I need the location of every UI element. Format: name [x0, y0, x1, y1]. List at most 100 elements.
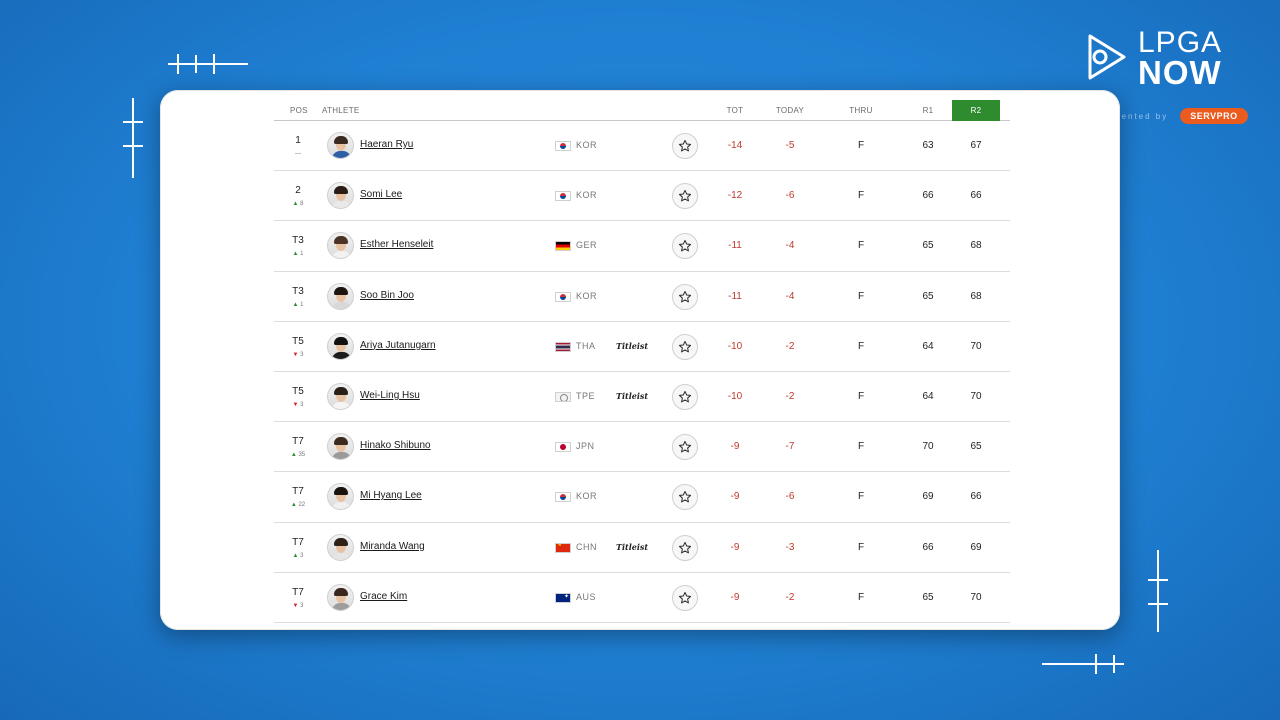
athlete-name-link[interactable]: Ariya Jutanugarn [360, 339, 436, 351]
country-code: JPN [576, 441, 595, 452]
favorite-star-button[interactable] [672, 484, 698, 511]
avatar [327, 433, 354, 461]
favorite-star-button[interactable] [672, 584, 698, 611]
round1-score: 65 [922, 290, 934, 302]
round1-score: 65 [922, 591, 934, 603]
play-arrow-icon [1084, 32, 1128, 87]
today-score: -2 [785, 591, 795, 603]
thru-status: F [857, 491, 865, 503]
athlete-name-link[interactable]: Esther Henseleit [360, 239, 434, 251]
ger-flag-icon [555, 241, 571, 252]
round1-score: 66 [922, 190, 934, 202]
position-change-value: 1 [300, 251, 304, 258]
star-icon [678, 240, 692, 252]
table-row: T3 ▲ 1 Soo Bin Joo KOR -11 -4 F 65 68 [274, 272, 1010, 322]
presented-by-label: presented by [1098, 111, 1169, 121]
athlete-name-link[interactable]: Hinako Shibuno [360, 440, 431, 452]
position-change-value: 35 [298, 452, 306, 459]
round2-score: 68 [970, 240, 982, 252]
move-up-icon: ▲ [292, 552, 299, 559]
kor-flag-icon [555, 191, 571, 202]
aus-flag-icon [555, 592, 571, 603]
athlete-name-link[interactable]: Soo Bin Joo [360, 289, 414, 301]
favorite-star-button[interactable] [672, 183, 698, 210]
move-down-icon: ▼ [292, 401, 299, 408]
position: T5 [292, 335, 304, 347]
leaderboard-card: POS ATHLETE TOT TODAY THRU R1 R2 1 — Haera… [160, 90, 1120, 630]
total-score: -10 [727, 340, 743, 352]
favorite-star-button[interactable] [672, 383, 698, 410]
position-change: ▼ 3 [282, 603, 314, 609]
presented-by: presented by SERVPRO [1098, 108, 1248, 124]
table-row: T7 ▲ 35 Hinako Shibuno JPN -9 -7 F 70 65 [274, 422, 1010, 473]
total-score: -9 [730, 441, 740, 453]
star-icon [678, 290, 692, 302]
country-code: CHN [576, 541, 597, 552]
total-score: -9 [730, 541, 740, 553]
favorite-star-button[interactable] [672, 233, 698, 260]
athlete-name-link[interactable]: Somi Lee [360, 189, 403, 201]
round2-score: 66 [970, 491, 982, 503]
total-score: -14 [727, 140, 743, 151]
table-row: T7 ▲ 3 Miranda Wang CHN Titleist -9 -3 F 66 69 [274, 523, 1010, 573]
round1-score: 64 [922, 340, 934, 352]
move-down-icon: ▼ [292, 351, 299, 358]
position-change-value: 1 [300, 301, 304, 308]
round1-score: 64 [922, 390, 934, 402]
sponsor-logo: SERVPRO [1180, 108, 1248, 124]
athlete-name-link[interactable]: Mi Hyang Lee [360, 490, 422, 502]
total-score: -11 [728, 290, 742, 302]
today-score: -2 [785, 340, 795, 352]
athlete-name-link[interactable]: Wei-Ling Hsu [360, 389, 420, 401]
position-change: ▲ 1 [282, 302, 314, 308]
favorite-star-button[interactable] [672, 333, 698, 360]
favorite-star-button[interactable] [672, 133, 698, 159]
round1-score: 66 [922, 541, 934, 553]
table-row: T7 ▼ 3 Grace Kim AUS -9 -2 F 65 70 [274, 573, 1010, 623]
position-change-value: 3 [300, 351, 304, 358]
table-header: POS ATHLETE TOT TODAY THRU R1 R2 [274, 100, 1010, 121]
position: 1 [295, 135, 301, 146]
favorite-star-button[interactable] [672, 283, 698, 310]
thru-status: F [857, 441, 865, 453]
position: T5 [292, 385, 304, 397]
position: T7 [292, 436, 304, 448]
favorite-star-button[interactable] [672, 534, 698, 561]
titleist-logo: Titleist [616, 541, 649, 552]
star-icon [678, 190, 692, 202]
brand-line2: NOW [1138, 54, 1222, 91]
move-up-icon: ▲ [292, 201, 299, 208]
position: T7 [292, 536, 304, 548]
athlete-name-link[interactable]: Miranda Wang [360, 540, 425, 552]
thru-status: F [857, 340, 865, 352]
kor-flag-icon [555, 492, 571, 503]
move-up-icon: ▲ [292, 251, 299, 258]
star-icon [678, 441, 692, 453]
athlete-name-link[interactable]: Haeran Ryu [360, 139, 414, 150]
position-change: ▲ 1 [282, 251, 314, 257]
header-tot: TOT [726, 106, 744, 115]
today-score: -3 [785, 541, 795, 553]
round1-score: 70 [922, 441, 934, 453]
position: T3 [292, 235, 304, 247]
tha-flag-icon [555, 341, 571, 352]
table-row: T7 ▲ 22 Mi Hyang Lee KOR -9 -6 F 69 66 [274, 472, 1010, 523]
table-row: T5 ▼ 3 Wei-Ling Hsu TPE Titleist -10 -2 F 64 70 [274, 372, 1010, 423]
thru-status: F [857, 541, 865, 553]
thru-status: F [857, 591, 865, 603]
athlete-name-link[interactable]: Grace Kim [360, 590, 408, 602]
header-athlete: ATHLETE [322, 106, 360, 115]
position-change: ▲ 22 [282, 502, 314, 508]
header-r2: R2 [952, 100, 1000, 121]
round2-score: 68 [970, 290, 982, 302]
round2-score: 69 [970, 541, 982, 553]
favorite-star-button[interactable] [672, 434, 698, 461]
tpe-flag-icon [555, 391, 571, 402]
total-score: -11 [728, 240, 742, 252]
header-pos: POS [290, 106, 308, 115]
position: T7 [292, 486, 304, 498]
thru-status: F [857, 240, 865, 252]
today-score: -2 [785, 390, 795, 402]
position-change: ▲ 8 [282, 201, 314, 207]
header-r1: R1 [922, 106, 934, 115]
